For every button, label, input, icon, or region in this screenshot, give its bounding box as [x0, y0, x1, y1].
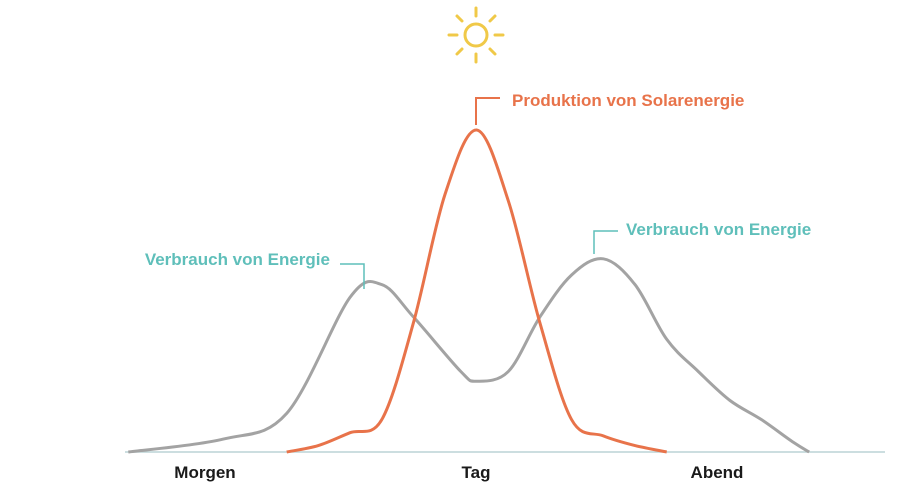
x-tick-label-tag: Tag [462, 463, 491, 482]
consumption-right-annotation-leader [593, 230, 618, 254]
solar-annotation-label: Produktion von Solarenergie [512, 91, 744, 110]
consumption-left-annotation-leader [340, 263, 365, 289]
consumption-right-annotation-label: Verbrauch von Energie [626, 220, 811, 239]
consumption-line [128, 257, 810, 454]
x-tick-label-abend: Abend [691, 463, 744, 482]
x-tick-label-morgen: Morgen [174, 463, 235, 482]
solar-annotation-leader [475, 97, 500, 125]
solar-production-line [286, 128, 668, 454]
consumption-left-annotation-label: Verbrauch von Energie [145, 250, 330, 269]
sun-icon [447, 6, 505, 64]
